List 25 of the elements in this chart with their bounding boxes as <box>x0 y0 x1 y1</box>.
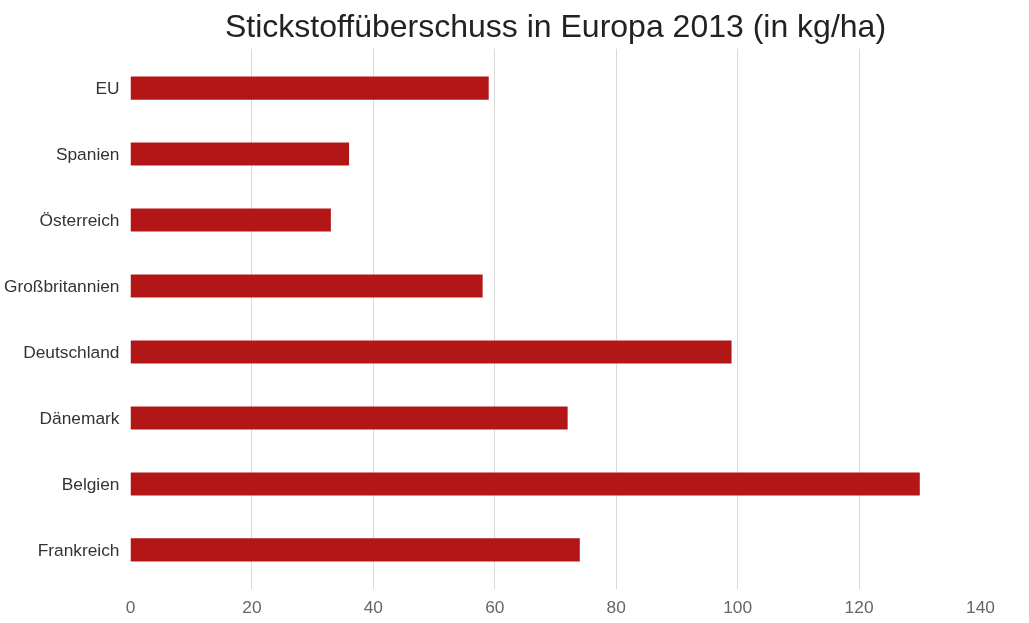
bar <box>130 406 568 430</box>
x-tick-label: 20 <box>242 596 262 617</box>
chart-title: Stickstoffüberschuss in Europa 2013 (in kg/ha) <box>224 7 887 44</box>
bar <box>130 142 350 166</box>
y-tick-label: EU <box>95 78 120 99</box>
y-tick-label: Belgien <box>61 473 120 494</box>
bar <box>130 538 580 562</box>
bar <box>130 208 331 232</box>
bar <box>130 340 732 364</box>
x-tick-label: 60 <box>485 596 505 617</box>
y-tick-label: Deutschland <box>23 341 120 362</box>
bar <box>130 274 483 298</box>
bar <box>130 76 489 100</box>
y-tick-label: Dänemark <box>39 407 120 428</box>
bar <box>130 472 920 496</box>
x-tick-label: 0 <box>125 596 136 617</box>
x-tick-label: 40 <box>363 596 383 617</box>
y-tick-label: Österreich <box>39 210 120 231</box>
y-tick-label: Frankreich <box>37 539 120 560</box>
x-tick-label: 140 <box>966 596 995 617</box>
y-tick-label: Spanien <box>55 144 120 165</box>
y-tick-label: Großbritannien <box>3 276 120 297</box>
x-tick-label: 120 <box>844 596 874 617</box>
x-tick-label: 100 <box>723 596 753 617</box>
x-tick-label: 80 <box>606 596 626 617</box>
